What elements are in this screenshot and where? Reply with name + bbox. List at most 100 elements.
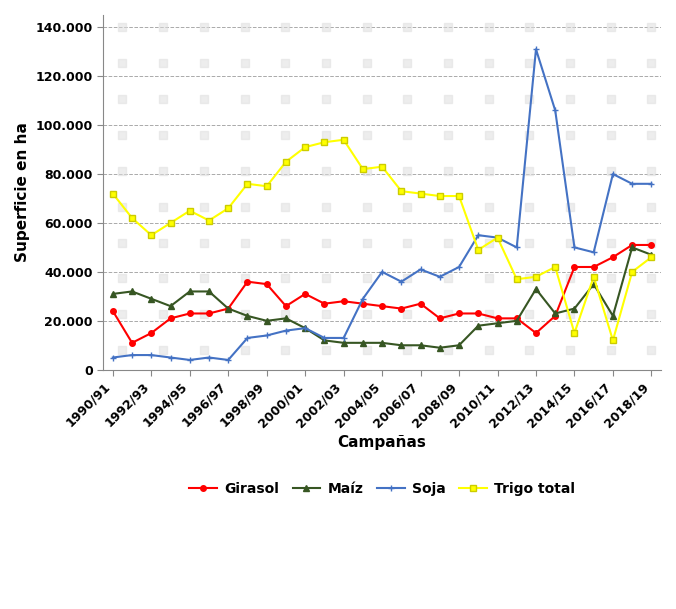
Girasol [359, 300, 367, 308]
Girasol [609, 253, 617, 261]
Trigo total [397, 188, 406, 195]
Point [443, 94, 454, 104]
Point [199, 166, 210, 175]
Trigo total [493, 234, 502, 241]
Girasol [147, 329, 155, 337]
Soja [571, 244, 579, 251]
Point [320, 238, 331, 247]
Girasol [532, 329, 540, 337]
Point [483, 345, 494, 355]
Point [158, 166, 168, 175]
Point [483, 94, 494, 104]
Point [361, 166, 372, 175]
Point [483, 273, 494, 283]
Girasol [571, 263, 579, 270]
Trigo total [532, 273, 540, 280]
Maíz [493, 320, 502, 327]
Point [361, 273, 372, 283]
Girasol [301, 290, 309, 298]
Point [199, 202, 210, 211]
Girasol [243, 278, 251, 286]
Point [199, 309, 210, 319]
Trigo total [320, 139, 329, 146]
Point [443, 309, 454, 319]
Point [320, 94, 331, 104]
Soja [166, 354, 174, 361]
Maíz [378, 339, 386, 347]
Soja [512, 244, 521, 251]
Point [280, 130, 291, 139]
Girasol [128, 339, 136, 347]
Point [646, 166, 657, 175]
Point [361, 309, 372, 319]
Trigo total [551, 263, 559, 270]
Point [564, 238, 575, 247]
Girasol [436, 315, 444, 322]
Girasol [320, 300, 329, 308]
Point [199, 345, 210, 355]
Maíz [609, 312, 617, 320]
Girasol [628, 241, 636, 248]
X-axis label: Campañas: Campañas [338, 435, 427, 450]
Point [239, 202, 250, 211]
Point [524, 309, 535, 319]
Point [564, 94, 575, 104]
Point [646, 238, 657, 247]
Point [320, 309, 331, 319]
Point [646, 130, 657, 139]
Y-axis label: Superficie en ha: Superficie en ha [15, 122, 30, 262]
Point [443, 130, 454, 139]
Trigo total [339, 136, 347, 144]
Point [117, 130, 128, 139]
Point [402, 94, 412, 104]
Point [199, 273, 210, 283]
Point [117, 23, 128, 32]
Soja [186, 356, 194, 364]
Point [239, 94, 250, 104]
Girasol [512, 315, 521, 322]
Point [158, 58, 168, 68]
Point [361, 94, 372, 104]
Point [402, 238, 412, 247]
Point [402, 23, 412, 32]
Soja [243, 334, 251, 342]
Point [443, 345, 454, 355]
Point [239, 166, 250, 175]
Trigo total [263, 183, 271, 190]
Girasol [339, 298, 347, 305]
Maíz [571, 305, 579, 312]
Soja [493, 234, 502, 241]
Point [564, 309, 575, 319]
Point [524, 202, 535, 211]
Point [158, 309, 168, 319]
Soja [263, 332, 271, 339]
Trigo total [186, 207, 194, 214]
Point [564, 202, 575, 211]
Point [605, 166, 616, 175]
Point [239, 130, 250, 139]
Point [443, 238, 454, 247]
Soja [359, 295, 367, 303]
Point [320, 58, 331, 68]
Point [158, 238, 168, 247]
Point [117, 238, 128, 247]
Point [199, 130, 210, 139]
Soja [109, 354, 117, 361]
Legend: Girasol, Maíz, Soja, Trigo total: Girasol, Maíz, Soja, Trigo total [183, 476, 581, 501]
Point [524, 345, 535, 355]
Maíz [224, 305, 233, 312]
Point [605, 345, 616, 355]
Girasol [224, 305, 233, 312]
Point [483, 166, 494, 175]
Point [443, 273, 454, 283]
Point [402, 309, 412, 319]
Trigo total [109, 190, 117, 197]
Girasol [648, 241, 656, 248]
Point [605, 309, 616, 319]
Trigo total [147, 231, 155, 239]
Trigo total [648, 253, 656, 261]
Point [402, 345, 412, 355]
Point [280, 238, 291, 247]
Point [524, 23, 535, 32]
Trigo total [378, 163, 386, 171]
